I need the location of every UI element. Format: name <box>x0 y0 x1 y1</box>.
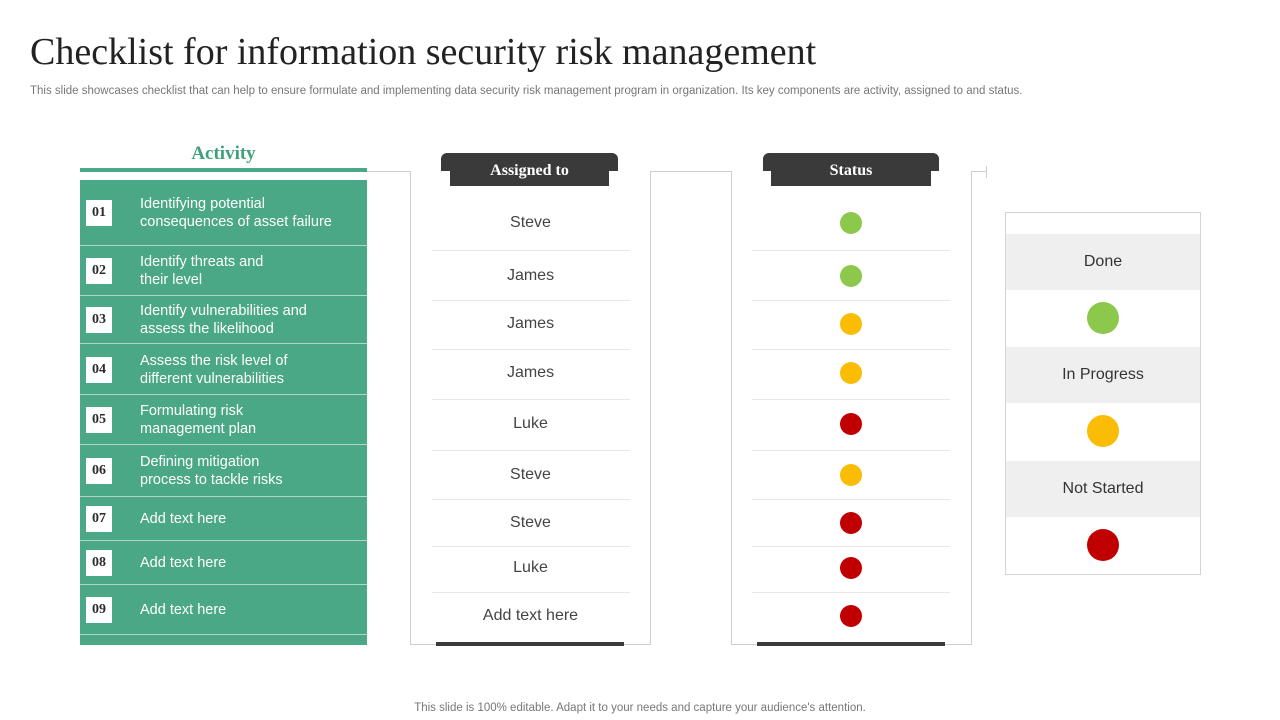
activity-row: 01 Identifying potential consequences of … <box>80 180 367 246</box>
activity-list: 01 Identifying potential consequences of … <box>80 180 367 645</box>
activity-number: 09 <box>86 597 112 623</box>
connector-line <box>367 171 410 172</box>
legend-label: In Progress <box>1006 347 1200 403</box>
assigned-cell: James <box>506 315 555 332</box>
activity-row: 02 Identify threats and their level <box>80 246 367 296</box>
activity-row: 03 Identify vulnerabilities and assess th… <box>80 296 367 344</box>
legend-dot-not-started <box>1087 529 1119 561</box>
row-divider <box>752 300 950 301</box>
assigned-cell: James <box>506 364 555 381</box>
row-divider <box>432 450 630 451</box>
assigned-cell: James <box>506 267 555 284</box>
activity-number: 03 <box>86 307 112 333</box>
status-header: Status <box>771 155 931 186</box>
connector-line <box>972 171 987 172</box>
activity-text: Identifying potential consequences of as… <box>140 196 332 230</box>
assigned-cell: Luke <box>513 559 548 576</box>
row-divider <box>432 349 630 350</box>
activity-row: 08 Add text here <box>80 541 367 585</box>
activity-text: Defining mitigation process to tackle ri… <box>140 454 283 488</box>
activity-row: 05 Formulating risk management plan <box>80 395 367 445</box>
assigned-cell: Steve <box>510 214 551 231</box>
status-dot-done <box>840 212 862 234</box>
status-legend: Done In Progress Not Started <box>1005 212 1201 575</box>
assigned-card-bar <box>436 642 624 646</box>
legend-dot-done <box>1087 302 1119 334</box>
page-subtitle: This slide showcases checklist that can … <box>30 85 1023 97</box>
assigned-header: Assigned to <box>450 155 609 186</box>
activity-text: Identify threats and their level <box>140 254 264 288</box>
activity-number: 02 <box>86 258 112 284</box>
row-divider <box>752 399 950 400</box>
row-divider <box>752 499 950 500</box>
activity-text: Add text here <box>140 555 227 571</box>
activity-text: Add text here <box>140 602 227 618</box>
activity-text: Add text here <box>140 511 227 527</box>
connector-line <box>651 171 731 172</box>
row-divider <box>752 349 950 350</box>
activity-row: 09 Add text here <box>80 585 367 635</box>
row-divider <box>752 450 950 451</box>
legend-label: Not Started <box>1006 461 1200 517</box>
status-dot-not-started <box>840 413 862 435</box>
status-dot-in-progress <box>840 464 862 486</box>
row-divider <box>432 399 630 400</box>
status-dot-not-started <box>840 512 862 534</box>
row-divider <box>752 592 950 593</box>
activity-row: 06 Defining mitigation process to tackle … <box>80 445 367 497</box>
status-dot-in-progress <box>840 362 862 384</box>
activity-number: 08 <box>86 550 112 576</box>
row-divider <box>432 546 630 547</box>
legend-label: Done <box>1006 234 1200 290</box>
row-divider <box>752 546 950 547</box>
activity-text: Formulating risk management plan <box>140 403 257 437</box>
row-divider <box>432 499 630 500</box>
status-dot-in-progress <box>840 313 862 335</box>
activity-header: Activity <box>191 143 256 164</box>
row-divider <box>432 592 630 593</box>
assigned-cell: Steve <box>510 466 551 483</box>
status-dot-not-started <box>840 605 862 627</box>
status-dot-not-started <box>840 557 862 579</box>
status-dot-done <box>840 265 862 287</box>
activity-number: 04 <box>86 356 112 383</box>
connector-tick <box>986 166 987 178</box>
activity-number: 06 <box>86 458 112 484</box>
activity-text: Assess the risk level of different vulne… <box>140 352 288 387</box>
activity-number: 05 <box>86 407 112 433</box>
activity-row: 07 Add text here <box>80 497 367 541</box>
activity-row: 04 Assess the risk level of different vul… <box>80 344 367 395</box>
activity-underline <box>80 168 367 172</box>
row-divider <box>432 250 630 251</box>
activity-text: Identify vulnerabilities and assess the … <box>140 303 307 337</box>
activity-number: 07 <box>86 506 112 532</box>
row-divider <box>752 250 950 251</box>
assigned-cell: Steve <box>510 514 551 531</box>
activity-number: 01 <box>86 200 112 226</box>
status-card-bar <box>757 642 945 646</box>
assigned-cell: Add text here <box>482 607 579 624</box>
footer-note: This slide is 100% editable. Adapt it to… <box>414 702 866 714</box>
row-divider <box>432 300 630 301</box>
legend-dot-in-progress <box>1087 415 1119 447</box>
page-title: Checklist for information security risk … <box>30 31 817 73</box>
assigned-cell: Luke <box>513 415 548 432</box>
